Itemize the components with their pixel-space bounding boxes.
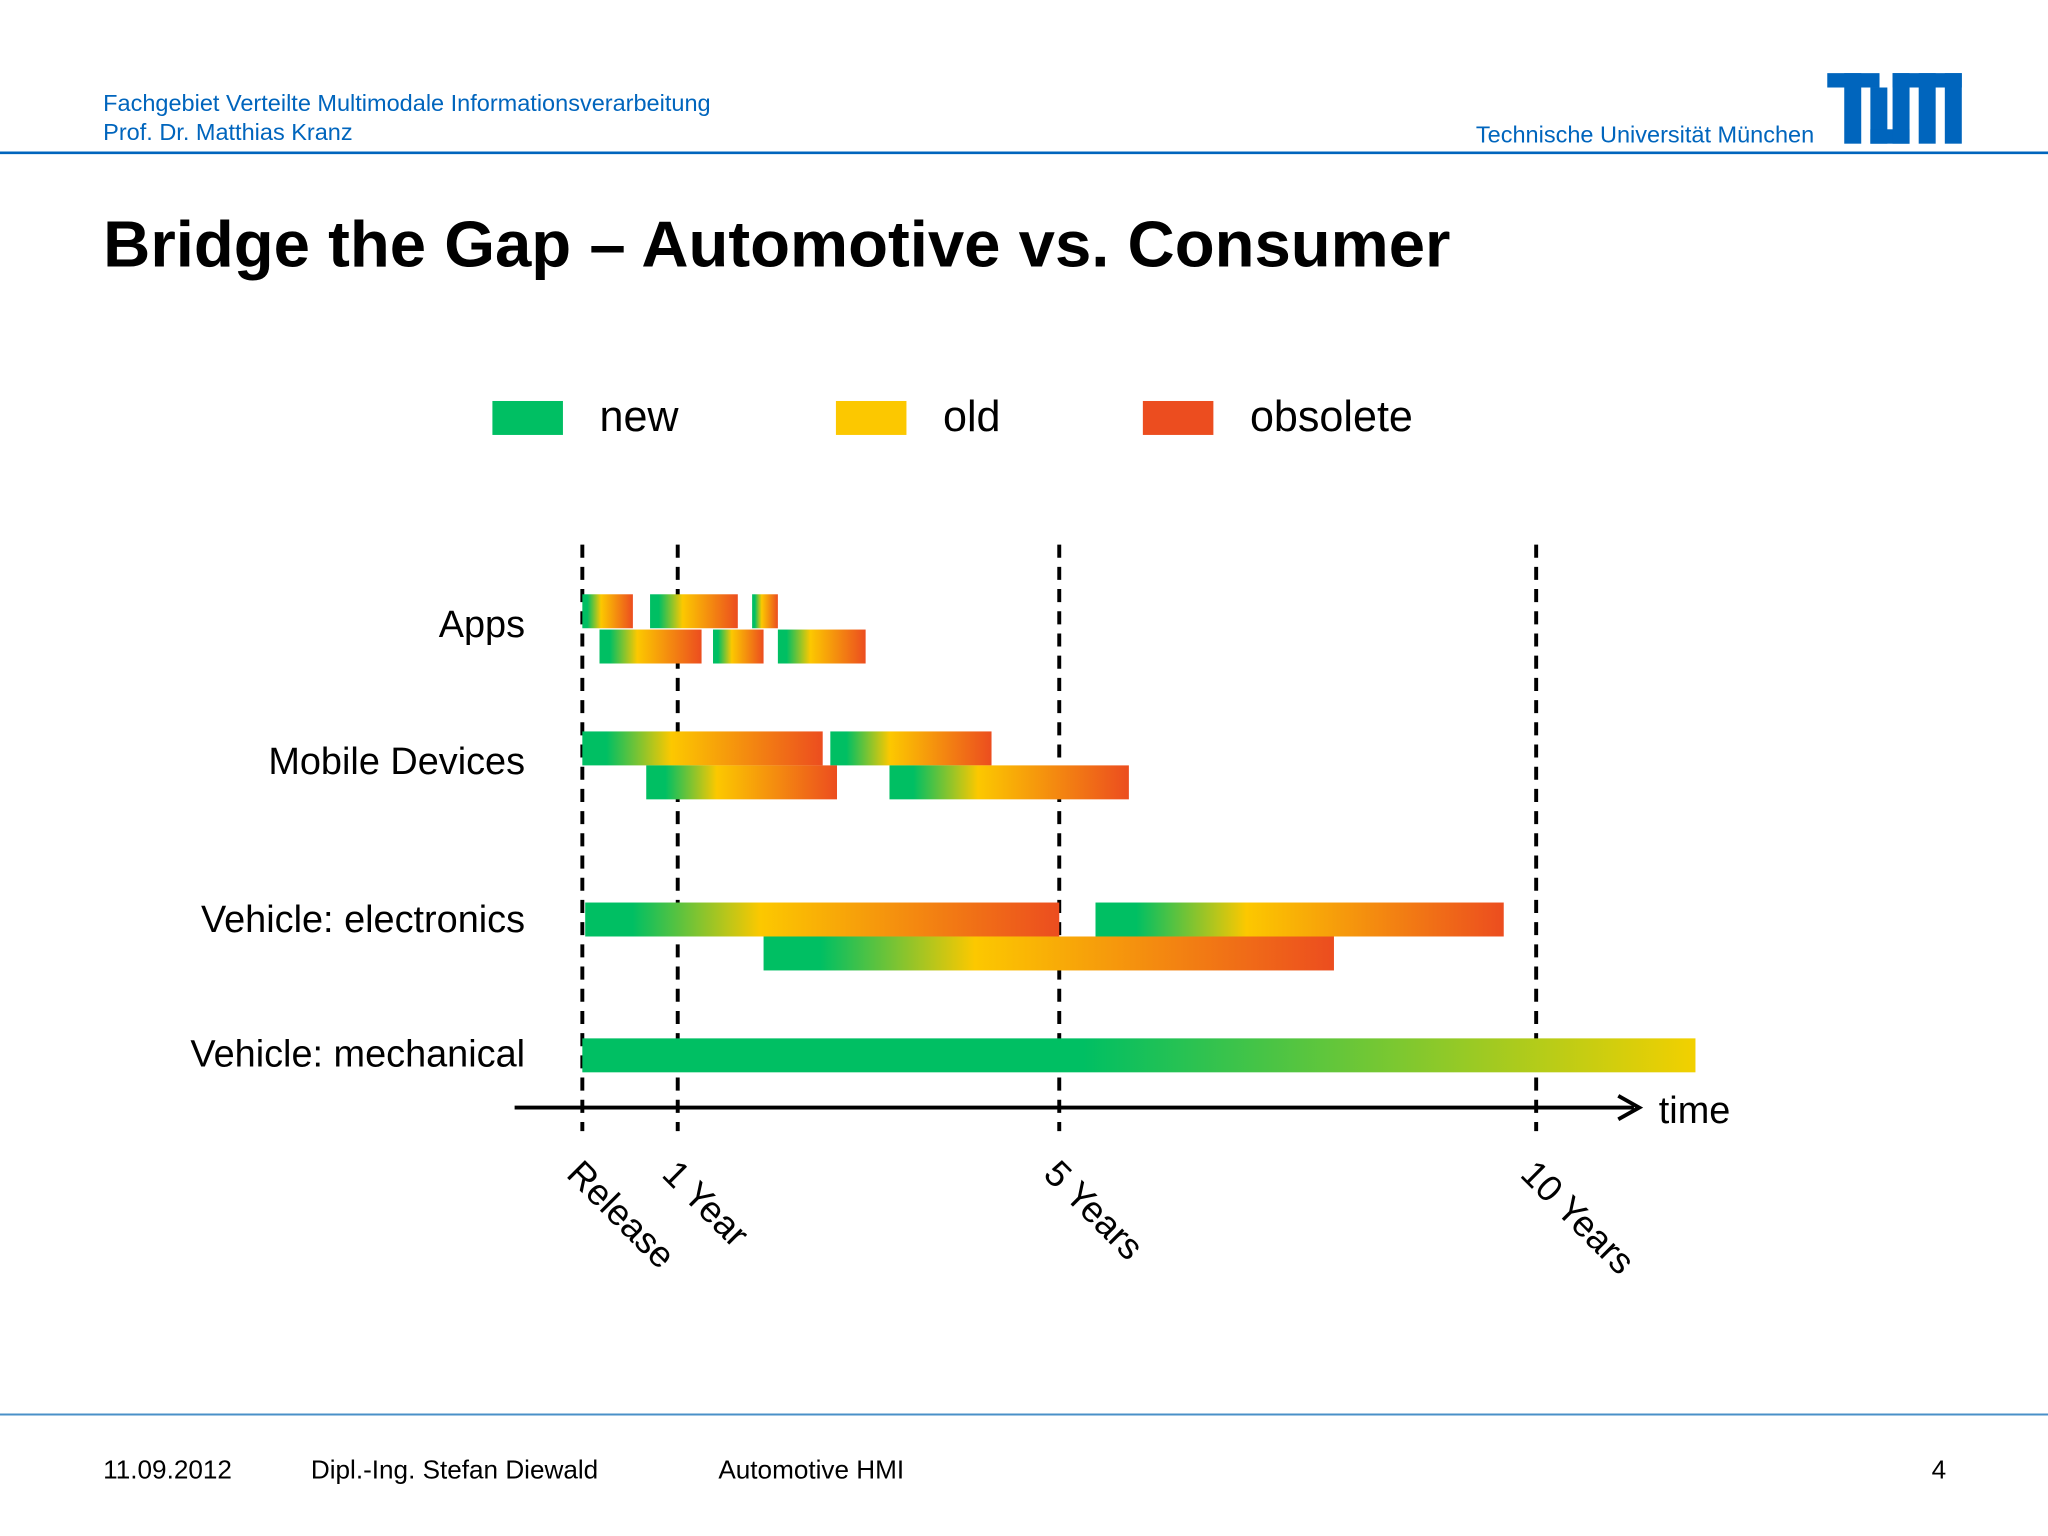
bar <box>752 594 778 629</box>
row-label: Vehicle: mechanical <box>190 1034 525 1076</box>
footer-date: 11.09.2012 <box>103 1455 232 1485</box>
slide-title: Bridge the Gap – Automotive vs. Consumer <box>103 207 1450 280</box>
legend-label: obsolete <box>1250 393 1413 441</box>
footer-topic: Automotive HMI <box>718 1455 904 1485</box>
bar <box>830 731 992 766</box>
legend-swatch <box>835 400 907 435</box>
row-label: Mobile Devices <box>268 741 525 783</box>
bar <box>1095 902 1504 937</box>
department: Fachgebiet Verteilte Multimodale Informa… <box>103 90 710 116</box>
professor: Prof. Dr. Matthias Kranz <box>103 119 352 145</box>
bar <box>763 936 1334 971</box>
x-axis-label: time <box>1659 1090 1731 1132</box>
legend-label: old <box>943 393 1001 441</box>
bar <box>650 594 738 629</box>
axis-arrow <box>1617 1094 1644 1122</box>
bar <box>713 629 764 664</box>
x-tick-label: 5 Years <box>1036 1152 1151 1267</box>
row-label: Vehicle: electronics <box>201 899 525 941</box>
legend-swatch <box>492 400 563 435</box>
footer-page: 4 <box>1932 1455 1947 1485</box>
row-label: Apps <box>439 604 525 646</box>
tum-logo <box>1827 73 1962 144</box>
bar <box>582 731 823 766</box>
legend-label: new <box>600 393 680 441</box>
legend-swatch <box>1142 400 1214 435</box>
bar <box>582 594 633 629</box>
x-tick-label: 10 Years <box>1513 1152 1643 1282</box>
bar <box>599 629 702 664</box>
bar <box>585 902 1060 937</box>
bar <box>777 629 866 664</box>
university: Technische Universität München <box>1476 121 1814 147</box>
footer-author: Dipl.-Ing. Stefan Diewald <box>311 1455 598 1485</box>
bar <box>889 765 1129 800</box>
bar <box>582 1038 1696 1073</box>
bar <box>646 765 838 800</box>
